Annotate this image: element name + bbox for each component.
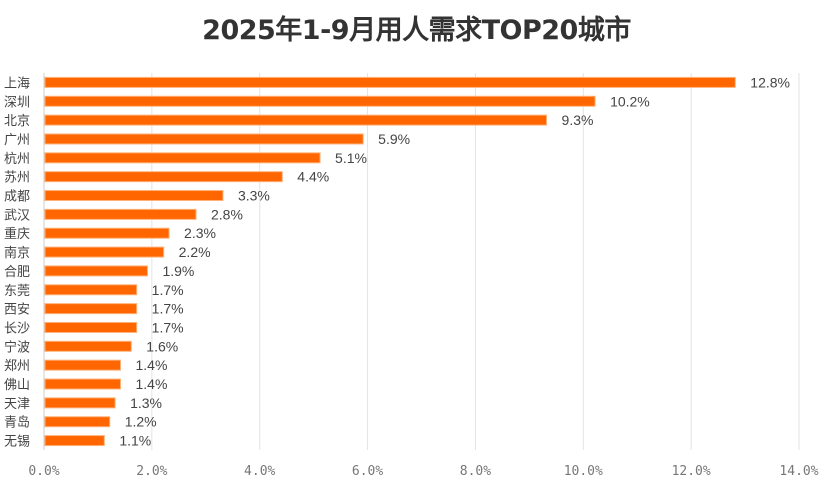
bar	[44, 190, 224, 202]
category-label: 南京	[4, 245, 30, 261]
category-label: 武汉	[4, 208, 30, 223]
bar	[44, 378, 121, 390]
data-label: 1.4%	[136, 376, 168, 392]
bar	[44, 208, 197, 220]
category-label: 北京	[4, 114, 30, 129]
data-label: 5.1%	[335, 150, 367, 166]
data-label: 2.2%	[179, 244, 211, 260]
category-label: 无锡	[4, 435, 30, 450]
bar	[44, 95, 596, 107]
data-label: 3.3%	[238, 188, 270, 204]
x-tick-label: 14.0%	[779, 464, 818, 479]
x-tick-label: 2.0%	[136, 464, 167, 479]
category-label: 杭州	[4, 152, 30, 167]
data-label: 5.9%	[378, 131, 410, 147]
data-label: 4.4%	[297, 169, 329, 185]
category-label: 广州	[4, 133, 30, 148]
bar	[44, 265, 148, 277]
bar	[44, 435, 105, 447]
data-label: 1.7%	[152, 319, 184, 335]
bar	[44, 133, 364, 145]
bar	[44, 359, 121, 371]
category-label: 郑州	[4, 359, 30, 374]
x-tick-label: 8.0%	[460, 464, 491, 479]
category-label: 青岛	[4, 415, 30, 431]
x-tick-label: 10.0%	[564, 464, 603, 479]
bar	[44, 227, 170, 239]
category-label: 东莞	[4, 284, 30, 299]
x-tick-label: 12.0%	[672, 464, 711, 479]
data-label: 1.4%	[136, 357, 168, 373]
bar	[44, 284, 138, 296]
bar	[44, 76, 736, 88]
bar	[44, 321, 138, 333]
bar	[44, 397, 116, 409]
category-label: 西安	[4, 303, 30, 318]
data-label: 1.9%	[162, 263, 194, 279]
x-tick-label: 6.0%	[352, 464, 383, 479]
chart-title: 2025年1-9月用人需求TOP20城市	[202, 15, 631, 46]
category-label: 合肥	[4, 265, 30, 280]
data-label: 10.2%	[610, 93, 650, 109]
data-label: 1.7%	[152, 301, 184, 317]
category-label: 佛山	[4, 378, 30, 393]
bar	[44, 246, 165, 258]
data-label: 12.8%	[750, 74, 790, 90]
x-tick-label: 0.0%	[28, 464, 59, 479]
category-label: 上海	[4, 76, 30, 91]
bar	[44, 114, 548, 126]
x-tick-label: 4.0%	[244, 464, 275, 479]
data-label: 1.6%	[146, 338, 178, 354]
bar	[44, 416, 111, 428]
category-label: 成都	[4, 190, 30, 205]
data-label: 1.3%	[130, 395, 162, 411]
category-label: 苏州	[4, 170, 30, 186]
data-label: 1.2%	[125, 414, 157, 430]
bar	[44, 303, 138, 315]
data-label: 2.8%	[211, 206, 243, 222]
bar	[44, 340, 132, 352]
bar	[44, 171, 283, 183]
bar	[44, 152, 321, 164]
data-label: 1.1%	[119, 433, 151, 449]
category-label: 重庆	[4, 226, 30, 242]
category-label: 长沙	[4, 321, 30, 336]
category-label: 深圳	[4, 95, 30, 110]
category-label: 天津	[4, 397, 30, 412]
category-label: 宁波	[4, 339, 30, 355]
data-label: 9.3%	[562, 112, 594, 128]
data-label: 1.7%	[152, 282, 184, 298]
data-label: 2.3%	[184, 225, 216, 241]
